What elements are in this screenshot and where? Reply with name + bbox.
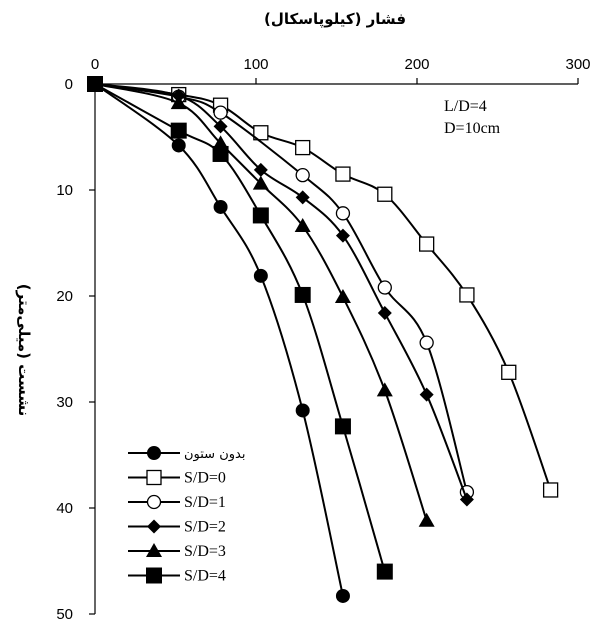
- legend-item: S/D=4: [128, 567, 226, 585]
- series-3: [88, 77, 474, 507]
- legend-marker: [147, 519, 161, 534]
- series-line: [94, 83, 386, 572]
- legend-item: S/D=3: [128, 543, 226, 560]
- legend-marker: [147, 446, 161, 460]
- data-point: [335, 166, 351, 182]
- data-point: [376, 563, 393, 580]
- legend-item: S/D=2: [128, 519, 226, 536]
- data-point: [253, 268, 268, 283]
- data-point: [377, 186, 393, 202]
- data-point: [459, 492, 474, 507]
- legend-marker: [146, 567, 162, 584]
- data-point: [294, 286, 311, 303]
- series-group: [87, 76, 559, 603]
- data-point: [295, 168, 310, 183]
- legend-marker: [146, 469, 162, 486]
- legend-item: بدون ستون: [128, 446, 245, 462]
- data-point: [295, 403, 310, 418]
- data-point: [419, 335, 434, 350]
- data-point: [377, 305, 392, 320]
- legend-label: S/D=0: [184, 470, 226, 487]
- series-line: [94, 83, 552, 491]
- data-point: [253, 125, 269, 141]
- legend-label: S/D=4: [184, 568, 226, 585]
- data-point: [335, 588, 350, 603]
- series-line: [94, 83, 468, 500]
- data-point: [334, 289, 351, 304]
- y-tick-label: 40: [56, 500, 73, 517]
- x-tick-label: 200: [404, 56, 429, 73]
- series-line: [94, 83, 468, 493]
- y-tick-label: 50: [56, 606, 73, 622]
- data-point: [542, 482, 559, 498]
- legend-marker: [146, 494, 162, 510]
- series-1: [87, 76, 559, 498]
- legend-label: بدون ستون: [184, 447, 245, 462]
- tick-labels: 0 100 200 300 0 10 20 30 40 50: [56, 56, 590, 622]
- data-point: [213, 199, 228, 214]
- data-point: [335, 228, 350, 243]
- series-5: [87, 76, 393, 580]
- data-point: [501, 364, 517, 380]
- data-point: [213, 105, 228, 120]
- axes: [89, 78, 579, 615]
- series-line: [94, 83, 428, 522]
- legend-marker: [146, 543, 162, 557]
- data-point: [377, 280, 392, 295]
- annotation-ld: L/D=4: [444, 98, 487, 115]
- x-tick-label: 100: [243, 56, 268, 73]
- y-tick-label: 30: [56, 394, 73, 411]
- data-point: [252, 207, 269, 224]
- data-point: [376, 382, 393, 397]
- legend-label: S/D=2: [184, 519, 226, 536]
- legend-label: S/D=3: [184, 543, 226, 560]
- data-point: [170, 122, 187, 139]
- data-point: [171, 138, 186, 153]
- x-axis-title: فشار (کیلوپاسکال): [264, 10, 406, 29]
- y-tick-label: 0: [65, 76, 73, 93]
- legend-label: S/D=1: [184, 494, 226, 511]
- data-point: [334, 418, 351, 435]
- data-point: [170, 95, 187, 110]
- data-point: [295, 190, 310, 205]
- data-point: [294, 218, 311, 233]
- data-point: [87, 76, 103, 92]
- data-point: [335, 206, 351, 221]
- data-point: [253, 162, 268, 177]
- data-point: [213, 119, 228, 134]
- legend: بدون ستون S/D=0 S/D=1 S/D=2 S/D=3 S/D=4: [128, 446, 245, 585]
- y-tick-label: 20: [56, 288, 73, 305]
- data-point: [212, 135, 229, 150]
- legend-item: S/D=1: [128, 494, 226, 511]
- data-point: [295, 139, 311, 156]
- data-point: [459, 287, 475, 303]
- annotation-d: D=10cm: [444, 120, 501, 137]
- legend-item: S/D=0: [128, 470, 226, 487]
- data-point: [418, 512, 435, 527]
- x-tick-label: 300: [565, 56, 590, 73]
- y-tick-label: 10: [56, 182, 73, 199]
- data-point: [419, 387, 434, 402]
- y-axis-title: نشست (میلی‌متر): [15, 284, 33, 416]
- data-point: [252, 175, 269, 190]
- data-point: [419, 236, 435, 252]
- x-tick-label: 0: [91, 56, 99, 73]
- series-4: [87, 76, 435, 527]
- data-point: [212, 145, 229, 162]
